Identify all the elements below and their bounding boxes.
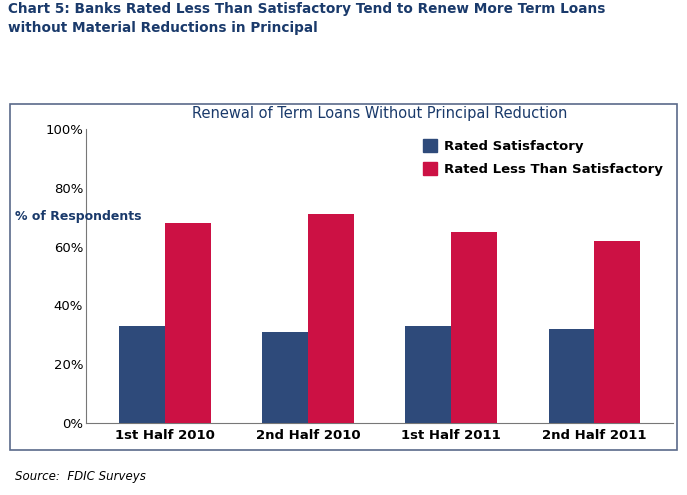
Text: Chart 5: Banks Rated Less Than Satisfactory Tend to Renew More Term Loans
withou: Chart 5: Banks Rated Less Than Satisfact…	[8, 2, 606, 36]
Bar	[549, 329, 594, 423]
Bar	[451, 232, 497, 423]
Title: Renewal of Term Loans Without Principal Reduction: Renewal of Term Loans Without Principal …	[192, 105, 567, 121]
Bar	[308, 214, 354, 423]
Bar	[405, 326, 451, 423]
Legend: Rated Satisfactory, Rated Less Than Satisfactory: Rated Satisfactory, Rated Less Than Sati…	[419, 135, 666, 180]
Bar	[119, 326, 165, 423]
Bar	[262, 332, 308, 423]
Text: Source:  FDIC Surveys: Source: FDIC Surveys	[15, 470, 146, 483]
Text: % of Respondents: % of Respondents	[15, 210, 142, 223]
Bar	[594, 241, 640, 423]
Bar	[165, 223, 210, 423]
